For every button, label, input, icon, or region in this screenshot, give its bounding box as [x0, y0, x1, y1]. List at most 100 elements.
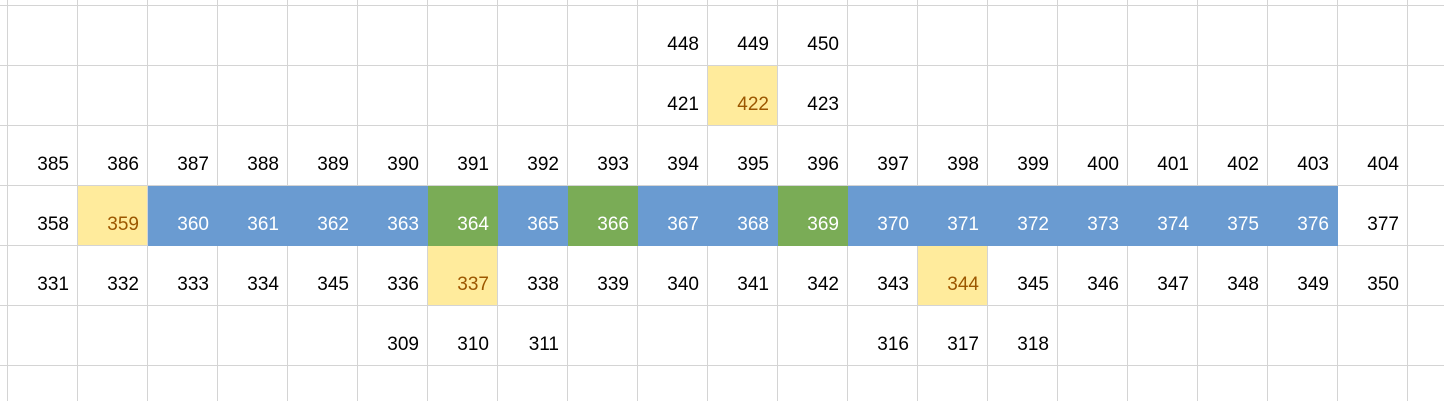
cell-r2-c1[interactable] — [8, 66, 78, 126]
cell-r3-c12[interactable]: 396 — [778, 126, 848, 186]
cell-r6-c5[interactable] — [288, 306, 358, 366]
cell-r1-c13[interactable] — [848, 6, 918, 66]
cell-r2-c14[interactable] — [918, 66, 988, 126]
cell-r7-c21[interactable] — [1408, 366, 1444, 401]
cell-r3-c19[interactable]: 403 — [1268, 126, 1338, 186]
cell-r5-c8[interactable]: 338 — [498, 246, 568, 306]
cell-r5-c6[interactable]: 336 — [358, 246, 428, 306]
cell-r6-c8[interactable]: 311 — [498, 306, 568, 366]
cell-r6-c17[interactable] — [1128, 306, 1198, 366]
cell-r1-c17[interactable] — [1128, 6, 1198, 66]
cell-r7-c11[interactable] — [708, 366, 778, 401]
cell-r1-c19[interactable] — [1268, 6, 1338, 66]
cell-r5-c0[interactable] — [0, 246, 8, 306]
cell-r3-c11[interactable]: 395 — [708, 126, 778, 186]
cell-r7-c17[interactable] — [1128, 366, 1198, 401]
cell-r3-c13[interactable]: 397 — [848, 126, 918, 186]
cell-r2-c15[interactable] — [988, 66, 1058, 126]
cell-r3-c2[interactable]: 386 — [78, 126, 148, 186]
cell-r0-c10[interactable] — [638, 0, 708, 6]
cell-r0-c0[interactable] — [0, 0, 8, 6]
cell-r3-c6[interactable]: 390 — [358, 126, 428, 186]
cell-r4-c1[interactable]: 358 — [8, 186, 78, 246]
cell-r6-c7[interactable]: 310 — [428, 306, 498, 366]
cell-r4-c16[interactable]: 373 — [1058, 186, 1128, 246]
cell-r4-c17[interactable]: 374 — [1128, 186, 1198, 246]
cell-r5-c14[interactable]: 344 — [918, 246, 988, 306]
cell-r4-c7[interactable]: 364 — [428, 186, 498, 246]
cell-r5-c21[interactable] — [1408, 246, 1444, 306]
cell-r3-c7[interactable]: 391 — [428, 126, 498, 186]
cell-r7-c20[interactable] — [1338, 366, 1408, 401]
cell-r2-c7[interactable] — [428, 66, 498, 126]
cell-r4-c19[interactable]: 376 — [1268, 186, 1338, 246]
cell-r0-c19[interactable] — [1268, 0, 1338, 6]
cell-r3-c8[interactable]: 392 — [498, 126, 568, 186]
cell-r0-c15[interactable] — [988, 0, 1058, 6]
cell-r7-c18[interactable] — [1198, 366, 1268, 401]
cell-r4-c18[interactable]: 375 — [1198, 186, 1268, 246]
cell-r4-c9[interactable]: 366 — [568, 186, 638, 246]
cell-r2-c8[interactable] — [498, 66, 568, 126]
cell-r3-c3[interactable]: 387 — [148, 126, 218, 186]
cell-r1-c9[interactable] — [568, 6, 638, 66]
cell-r0-c4[interactable] — [218, 0, 288, 6]
cell-r6-c15[interactable]: 318 — [988, 306, 1058, 366]
cell-r4-c4[interactable]: 361 — [218, 186, 288, 246]
cell-r2-c3[interactable] — [148, 66, 218, 126]
cell-r2-c12[interactable]: 423 — [778, 66, 848, 126]
cell-r6-c20[interactable] — [1338, 306, 1408, 366]
cell-r6-c14[interactable]: 317 — [918, 306, 988, 366]
cell-r1-c11[interactable]: 449 — [708, 6, 778, 66]
cell-r6-c11[interactable] — [708, 306, 778, 366]
cell-r3-c1[interactable]: 385 — [8, 126, 78, 186]
cell-r2-c6[interactable] — [358, 66, 428, 126]
cell-r5-c4[interactable]: 334 — [218, 246, 288, 306]
cell-r2-c9[interactable] — [568, 66, 638, 126]
cell-r1-c16[interactable] — [1058, 6, 1128, 66]
cell-r7-c16[interactable] — [1058, 366, 1128, 401]
cell-r3-c21[interactable] — [1408, 126, 1444, 186]
cell-r3-c14[interactable]: 398 — [918, 126, 988, 186]
cell-r5-c5[interactable]: 345 — [288, 246, 358, 306]
cell-r7-c6[interactable] — [358, 366, 428, 401]
cell-r2-c0[interactable] — [0, 66, 8, 126]
cell-r5-c10[interactable]: 340 — [638, 246, 708, 306]
cell-r0-c9[interactable] — [568, 0, 638, 6]
cell-r2-c20[interactable] — [1338, 66, 1408, 126]
cell-r7-c15[interactable] — [988, 366, 1058, 401]
cell-r2-c17[interactable] — [1128, 66, 1198, 126]
cell-r3-c15[interactable]: 399 — [988, 126, 1058, 186]
cell-r4-c8[interactable]: 365 — [498, 186, 568, 246]
cell-r5-c11[interactable]: 341 — [708, 246, 778, 306]
cell-r6-c10[interactable] — [638, 306, 708, 366]
cell-r0-c12[interactable] — [778, 0, 848, 6]
cell-r5-c20[interactable]: 350 — [1338, 246, 1408, 306]
cell-r5-c12[interactable]: 342 — [778, 246, 848, 306]
cell-r5-c18[interactable]: 348 — [1198, 246, 1268, 306]
cell-r0-c3[interactable] — [148, 0, 218, 6]
cell-r6-c2[interactable] — [78, 306, 148, 366]
cell-r4-c3[interactable]: 360 — [148, 186, 218, 246]
cell-r1-c20[interactable] — [1338, 6, 1408, 66]
cell-r4-c11[interactable]: 368 — [708, 186, 778, 246]
cell-r3-c9[interactable]: 393 — [568, 126, 638, 186]
cell-r3-c17[interactable]: 401 — [1128, 126, 1198, 186]
cell-r0-c21[interactable] — [1408, 0, 1444, 6]
cell-r7-c10[interactable] — [638, 366, 708, 401]
cell-r6-c0[interactable] — [0, 306, 8, 366]
cell-r3-c18[interactable]: 402 — [1198, 126, 1268, 186]
cell-r4-c5[interactable]: 362 — [288, 186, 358, 246]
cell-r1-c18[interactable] — [1198, 6, 1268, 66]
cell-r1-c4[interactable] — [218, 6, 288, 66]
cell-r1-c5[interactable] — [288, 6, 358, 66]
cell-r6-c16[interactable] — [1058, 306, 1128, 366]
cell-r6-c19[interactable] — [1268, 306, 1338, 366]
cell-r0-c13[interactable] — [848, 0, 918, 6]
cell-r5-c13[interactable]: 343 — [848, 246, 918, 306]
cell-r2-c21[interactable] — [1408, 66, 1444, 126]
cell-r1-c15[interactable] — [988, 6, 1058, 66]
cell-r4-c14[interactable]: 371 — [918, 186, 988, 246]
cell-r2-c13[interactable] — [848, 66, 918, 126]
cell-r2-c2[interactable] — [78, 66, 148, 126]
